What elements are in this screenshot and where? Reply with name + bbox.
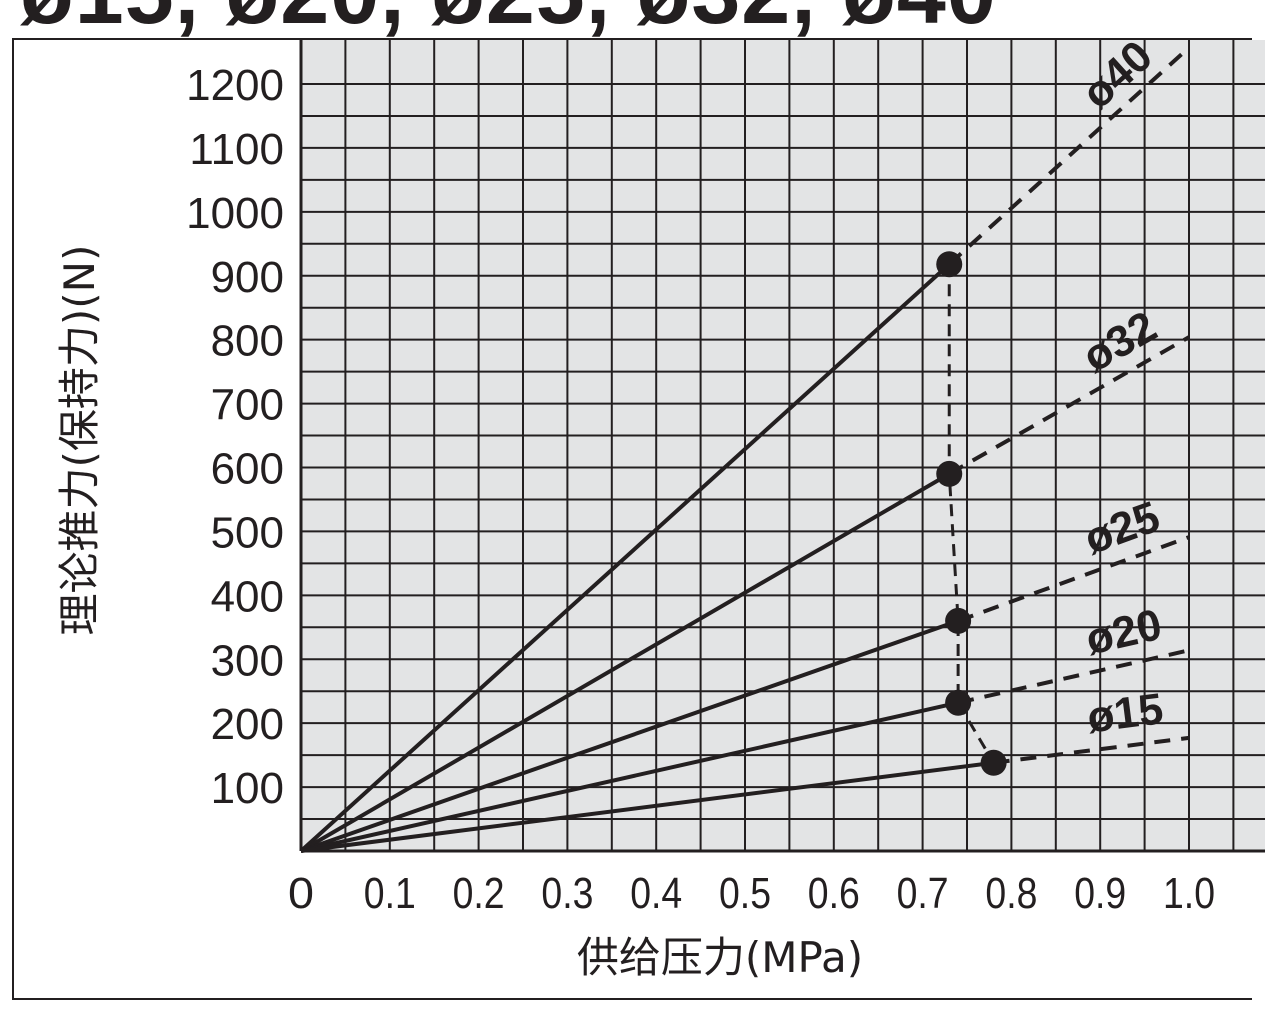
series-solid-line [300, 619, 959, 853]
y-tick-label: 100 [211, 764, 284, 813]
series-solid-line [300, 700, 959, 853]
series-dashed-line [993, 735, 1190, 765]
series-dashed-line [948, 335, 1190, 476]
y-tick-label: 700 [211, 381, 284, 430]
series-solid-line [299, 472, 951, 853]
series-dashed-line [957, 535, 1190, 623]
y-tick-label: 1200 [186, 61, 284, 110]
x-tick-label: 0.6 [808, 869, 860, 918]
rated-point-marker [945, 689, 972, 716]
rated-point-marker [936, 460, 963, 487]
y-tick-label: 1100 [189, 125, 284, 174]
y-tick-label: 500 [211, 508, 284, 557]
rated-point-connector [947, 264, 995, 764]
x-tick-label: 1.0 [1163, 869, 1215, 918]
rated-point-marker [945, 607, 972, 634]
series-dashed-line [957, 648, 1190, 705]
rated-point-marker [936, 251, 963, 278]
x-tick-label: 0.8 [985, 869, 1037, 918]
x-tick-label: 0.4 [630, 869, 682, 918]
x-tick-label: 0.7 [897, 869, 949, 918]
grid [299, 40, 1265, 853]
y-tick-label: 300 [211, 636, 284, 685]
y-tick-label: 400 [211, 572, 284, 621]
series-solid-line [300, 760, 994, 853]
plot-background [301, 40, 1265, 851]
rated-point-connector-line [947, 264, 995, 764]
x-tick-label: 0.3 [541, 869, 593, 918]
y-tick-label: 900 [211, 253, 284, 302]
y-tick-label: 200 [211, 700, 284, 749]
y-tick-label: 600 [211, 445, 284, 494]
x-tick-label: 0.1 [364, 869, 416, 918]
x-tick-label: 0 [288, 869, 314, 918]
series-label: ø15 [1084, 684, 1165, 742]
x-tick-labels: 0 0.1 0.2 0.3 0.4 0.5 0.6 0.7 0.8 0.9 1.0 [288, 869, 1215, 918]
series-lines [299, 46, 1191, 853]
x-tick-label: 0.9 [1074, 869, 1126, 918]
x-tick-label: 0.2 [453, 869, 505, 918]
rated-point-marker [980, 749, 1007, 776]
chart-title-banner: ø15, ø20, ø25, ø32, ø40 [20, 0, 997, 44]
x-tick-label: 0.5 [719, 869, 771, 918]
y-tick-labels: 100 200 300 400 500 600 700 800 900 1000 1100 1200 [186, 61, 284, 813]
y-axis-label: 理论推力(保持力)(N) [55, 245, 104, 636]
series-solid-line [299, 262, 951, 853]
x-axis-label: 供给压力(MPa) [577, 933, 863, 982]
rated-point-markers [936, 251, 1007, 776]
chart-frame [12, 38, 1252, 1000]
y-tick-label: 1000 [186, 189, 284, 238]
y-tick-label: 800 [211, 317, 284, 366]
